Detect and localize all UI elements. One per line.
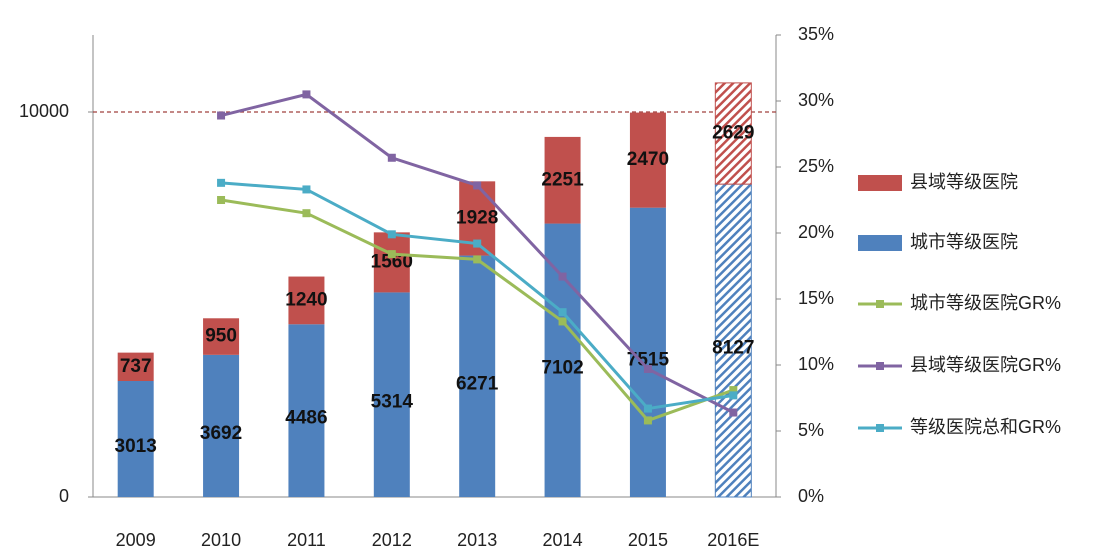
y2-tick-label: 30% [798, 90, 834, 110]
x-tick-label: 2015 [628, 530, 668, 550]
marker [387, 250, 396, 259]
value-label: 1560 [371, 251, 413, 272]
legend-label: 县域等级医院 [910, 172, 1018, 192]
marker [473, 239, 482, 248]
bar [544, 136, 581, 224]
value-label: 950 [205, 326, 237, 347]
y2-tick-label: 10% [798, 354, 834, 374]
value-label: 737 [120, 356, 152, 377]
bar [714, 183, 752, 498]
bar [117, 380, 154, 497]
bar [288, 324, 325, 497]
bar [459, 255, 496, 497]
marker [558, 272, 567, 281]
marker [387, 230, 396, 239]
y2-tick-label: 35% [798, 24, 834, 44]
legend-label: 城市等级医院 [910, 232, 1018, 252]
legend-swatch [858, 235, 902, 251]
value-label: 7515 [627, 349, 670, 370]
x-tick-label: 2010 [201, 530, 241, 550]
y-tick-label: 10000 [19, 101, 69, 121]
bar [373, 292, 410, 497]
marker [302, 90, 311, 99]
value-label: 2629 [712, 123, 754, 144]
marker [729, 386, 738, 395]
y-tick-label: 0 [59, 486, 69, 506]
bar [203, 318, 240, 355]
bar [544, 223, 581, 497]
y2-tick-label: 20% [798, 222, 834, 242]
value-label: 3013 [115, 436, 157, 457]
value-label: 2470 [627, 149, 669, 170]
bar [629, 112, 666, 208]
bar [288, 276, 325, 325]
x-tick-label: 2011 [287, 530, 326, 550]
value-label: 4486 [285, 408, 327, 429]
bar [117, 352, 154, 381]
marker [473, 181, 482, 190]
marker [217, 196, 226, 204]
marker [217, 111, 226, 120]
marker [643, 404, 652, 413]
value-label: 5314 [371, 392, 414, 413]
bar [629, 207, 666, 498]
value-label: 3692 [200, 423, 242, 444]
y2-tick-label: 0% [798, 486, 824, 506]
marker [729, 408, 738, 417]
y2-tick-label: 5% [798, 420, 824, 440]
marker [729, 391, 738, 400]
x-tick-label: 2009 [116, 530, 156, 550]
marker [217, 178, 226, 187]
x-tick-label: 2014 [543, 530, 583, 550]
value-label: 7102 [541, 357, 583, 378]
legend-label: 等级医院总和GR% [910, 417, 1061, 437]
marker [302, 209, 311, 218]
legend-swatch [876, 424, 884, 432]
bar [714, 82, 752, 185]
bar [203, 354, 240, 497]
legend-label: 县域等级医院GR% [910, 355, 1061, 375]
legend-swatch [876, 300, 884, 308]
value-label: 6271 [456, 373, 499, 394]
marker [558, 317, 567, 326]
y2-tick-label: 25% [798, 156, 834, 176]
marker [387, 153, 396, 162]
x-tick-label: 2013 [457, 530, 497, 550]
marker [473, 255, 482, 264]
value-label: 1928 [456, 207, 498, 228]
y2-tick-label: 15% [798, 288, 834, 308]
legend-swatch [876, 362, 884, 370]
x-tick-label: 2016E [707, 530, 759, 550]
marker [643, 416, 652, 425]
bar [373, 232, 410, 293]
legend-swatch [858, 175, 902, 191]
marker [302, 185, 311, 194]
marker [558, 308, 567, 317]
value-label: 8127 [712, 338, 754, 359]
value-label: 1240 [285, 289, 327, 310]
value-label: 2251 [541, 169, 584, 190]
marker [643, 364, 652, 373]
legend-label: 城市等级医院GR% [910, 293, 1061, 313]
x-tick-label: 2012 [372, 530, 412, 550]
